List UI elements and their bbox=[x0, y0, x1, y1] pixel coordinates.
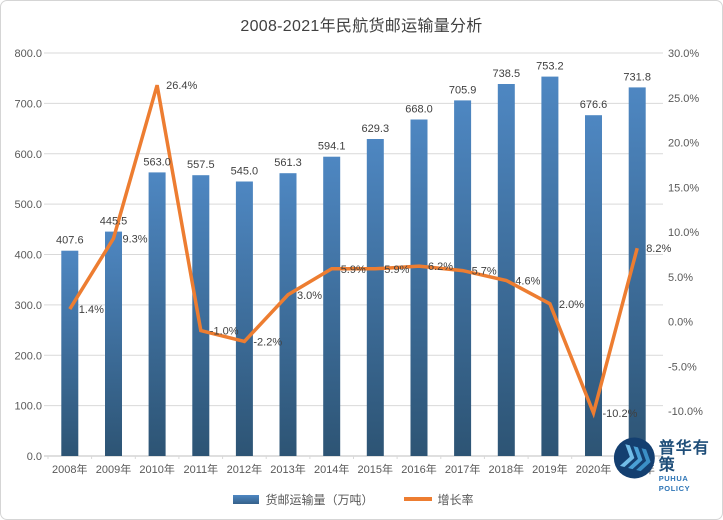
bar-value-label: 407.6 bbox=[56, 235, 84, 247]
y-axis-left-tick-label: 100.0 bbox=[14, 401, 42, 413]
x-axis-label: 2014年 bbox=[314, 462, 349, 476]
line-value-label: 6.2% bbox=[428, 261, 453, 273]
line-value-label: 3.0% bbox=[297, 290, 322, 302]
bar bbox=[628, 87, 646, 457]
line-value-label: -2.2% bbox=[253, 336, 282, 348]
chart-legend: 货邮运输量（万吨） 增长率 bbox=[48, 488, 659, 510]
x-axis-label: 2017年 bbox=[445, 462, 480, 476]
y-axis-right-tick-label: 15.0% bbox=[668, 182, 699, 194]
line-value-label: 4.6% bbox=[515, 276, 540, 288]
y-axis-left-tick-label: 0.0 bbox=[27, 451, 42, 463]
line-value-label: 5.9% bbox=[341, 264, 366, 276]
y-axis-right-tick-label: 10.0% bbox=[668, 227, 699, 239]
x-axis-label: 2008年 bbox=[52, 462, 87, 476]
x-axis-label: 2018年 bbox=[489, 462, 524, 476]
y-axis-left-tick-label: 500.0 bbox=[14, 199, 42, 211]
x-axis-label: 2011年 bbox=[183, 462, 218, 476]
line-value-label: -1.0% bbox=[210, 326, 239, 338]
legend-item-bar-series: 货邮运输量（万吨） bbox=[233, 491, 374, 508]
line-value-label: 8.2% bbox=[646, 243, 671, 255]
bar bbox=[192, 175, 210, 456]
bar bbox=[585, 115, 602, 456]
x-axis-label: 2013年 bbox=[270, 462, 305, 476]
bar-value-label: 731.8 bbox=[623, 71, 651, 83]
bar-value-label: 676.6 bbox=[580, 99, 608, 111]
x-axis-label: 2016年 bbox=[401, 462, 436, 476]
x-axis-label: 2019年 bbox=[532, 462, 567, 476]
bar-value-label: 753.2 bbox=[536, 61, 564, 73]
bar-value-label: 561.3 bbox=[274, 157, 302, 169]
x-axis-label: 2009年 bbox=[96, 462, 131, 476]
bar-value-label: 445.5 bbox=[100, 216, 128, 228]
bar-value-label: 738.5 bbox=[493, 68, 521, 80]
legend-item-line-series: 增长率 bbox=[403, 491, 474, 508]
bar bbox=[410, 119, 428, 456]
y-axis-left-tick-label: 800.0 bbox=[14, 48, 42, 60]
line-value-label: 5.9% bbox=[384, 264, 409, 276]
y-axis-right-tick-label: -10.0% bbox=[668, 406, 703, 418]
y-axis-left-tick-label: 600.0 bbox=[14, 149, 42, 161]
x-axis-label: 2012年 bbox=[227, 462, 262, 476]
bar bbox=[235, 181, 253, 456]
bar-value-label: 545.0 bbox=[231, 166, 259, 178]
logo-name: 普华有策 bbox=[658, 440, 710, 474]
y-axis-left-tick-label: 300.0 bbox=[14, 300, 42, 312]
bar bbox=[61, 250, 79, 456]
bar bbox=[541, 76, 559, 456]
line-value-label: 5.7% bbox=[472, 266, 497, 278]
bar bbox=[366, 139, 384, 456]
y-axis-left-tick-label: 400.0 bbox=[14, 250, 42, 262]
line-value-label: 1.4% bbox=[79, 304, 104, 316]
y-axis-right-tick-label: 30.0% bbox=[668, 48, 699, 60]
bar bbox=[454, 100, 472, 457]
bar-value-label: 668.0 bbox=[405, 104, 433, 116]
chart-title: 2008-2021年民航货邮运输量分析 bbox=[240, 18, 483, 35]
bar bbox=[279, 173, 297, 456]
bar bbox=[323, 156, 341, 456]
line-series bbox=[68, 84, 639, 419]
puhua-policy-logo: 普华有策 PUHUA POLICY bbox=[612, 434, 722, 494]
y-axis-left-tick-label: 200.0 bbox=[14, 350, 42, 362]
triple-chevron-icon bbox=[613, 437, 655, 479]
x-axis-label: 2015年 bbox=[358, 462, 393, 476]
legend-label-bar-series: 货邮运输量（万吨） bbox=[265, 492, 374, 507]
x-axis-label: 2020年 bbox=[576, 462, 611, 476]
bar-value-label: 557.5 bbox=[187, 159, 215, 171]
bar-value-label: 705.9 bbox=[449, 84, 477, 96]
x-axis-label: 2010年 bbox=[139, 462, 174, 476]
line-value-label: 2.0% bbox=[559, 299, 584, 311]
bar bbox=[148, 172, 166, 456]
line-value-label: 26.4% bbox=[166, 80, 197, 92]
y-axis-right-tick-label: 25.0% bbox=[668, 93, 699, 105]
bar bbox=[105, 231, 122, 456]
bar-series-swatch-icon bbox=[233, 494, 260, 504]
line-series-swatch-icon bbox=[403, 497, 432, 501]
bar-value-label: 563.0 bbox=[143, 156, 171, 168]
plot-area: 800.0 700.0 600.0 500.0 400.0 300.0 200.0 100.0… bbox=[14, 48, 703, 476]
line-value-label: 9.3% bbox=[123, 233, 148, 245]
bar-value-label: 629.3 bbox=[362, 123, 390, 135]
y-axis-right-tick-label: 0.0% bbox=[668, 317, 693, 329]
y-axis-right-tick-label: -5.0% bbox=[668, 361, 697, 373]
y-axis-right-tick-label: 5.0% bbox=[668, 272, 693, 284]
line-value-label: -10.2% bbox=[603, 408, 638, 420]
bar bbox=[497, 84, 515, 456]
logo-text: 普华有策 PUHUA POLICY bbox=[659, 440, 722, 494]
legend-label-line-series: 增长率 bbox=[437, 492, 474, 507]
y-axis-right-tick-label: 20.0% bbox=[668, 138, 699, 150]
y-axis-left-tick-label: 700.0 bbox=[14, 98, 42, 110]
bar-value-label: 594.1 bbox=[318, 141, 346, 153]
logo-latin: PUHUA POLICY bbox=[658, 474, 691, 493]
